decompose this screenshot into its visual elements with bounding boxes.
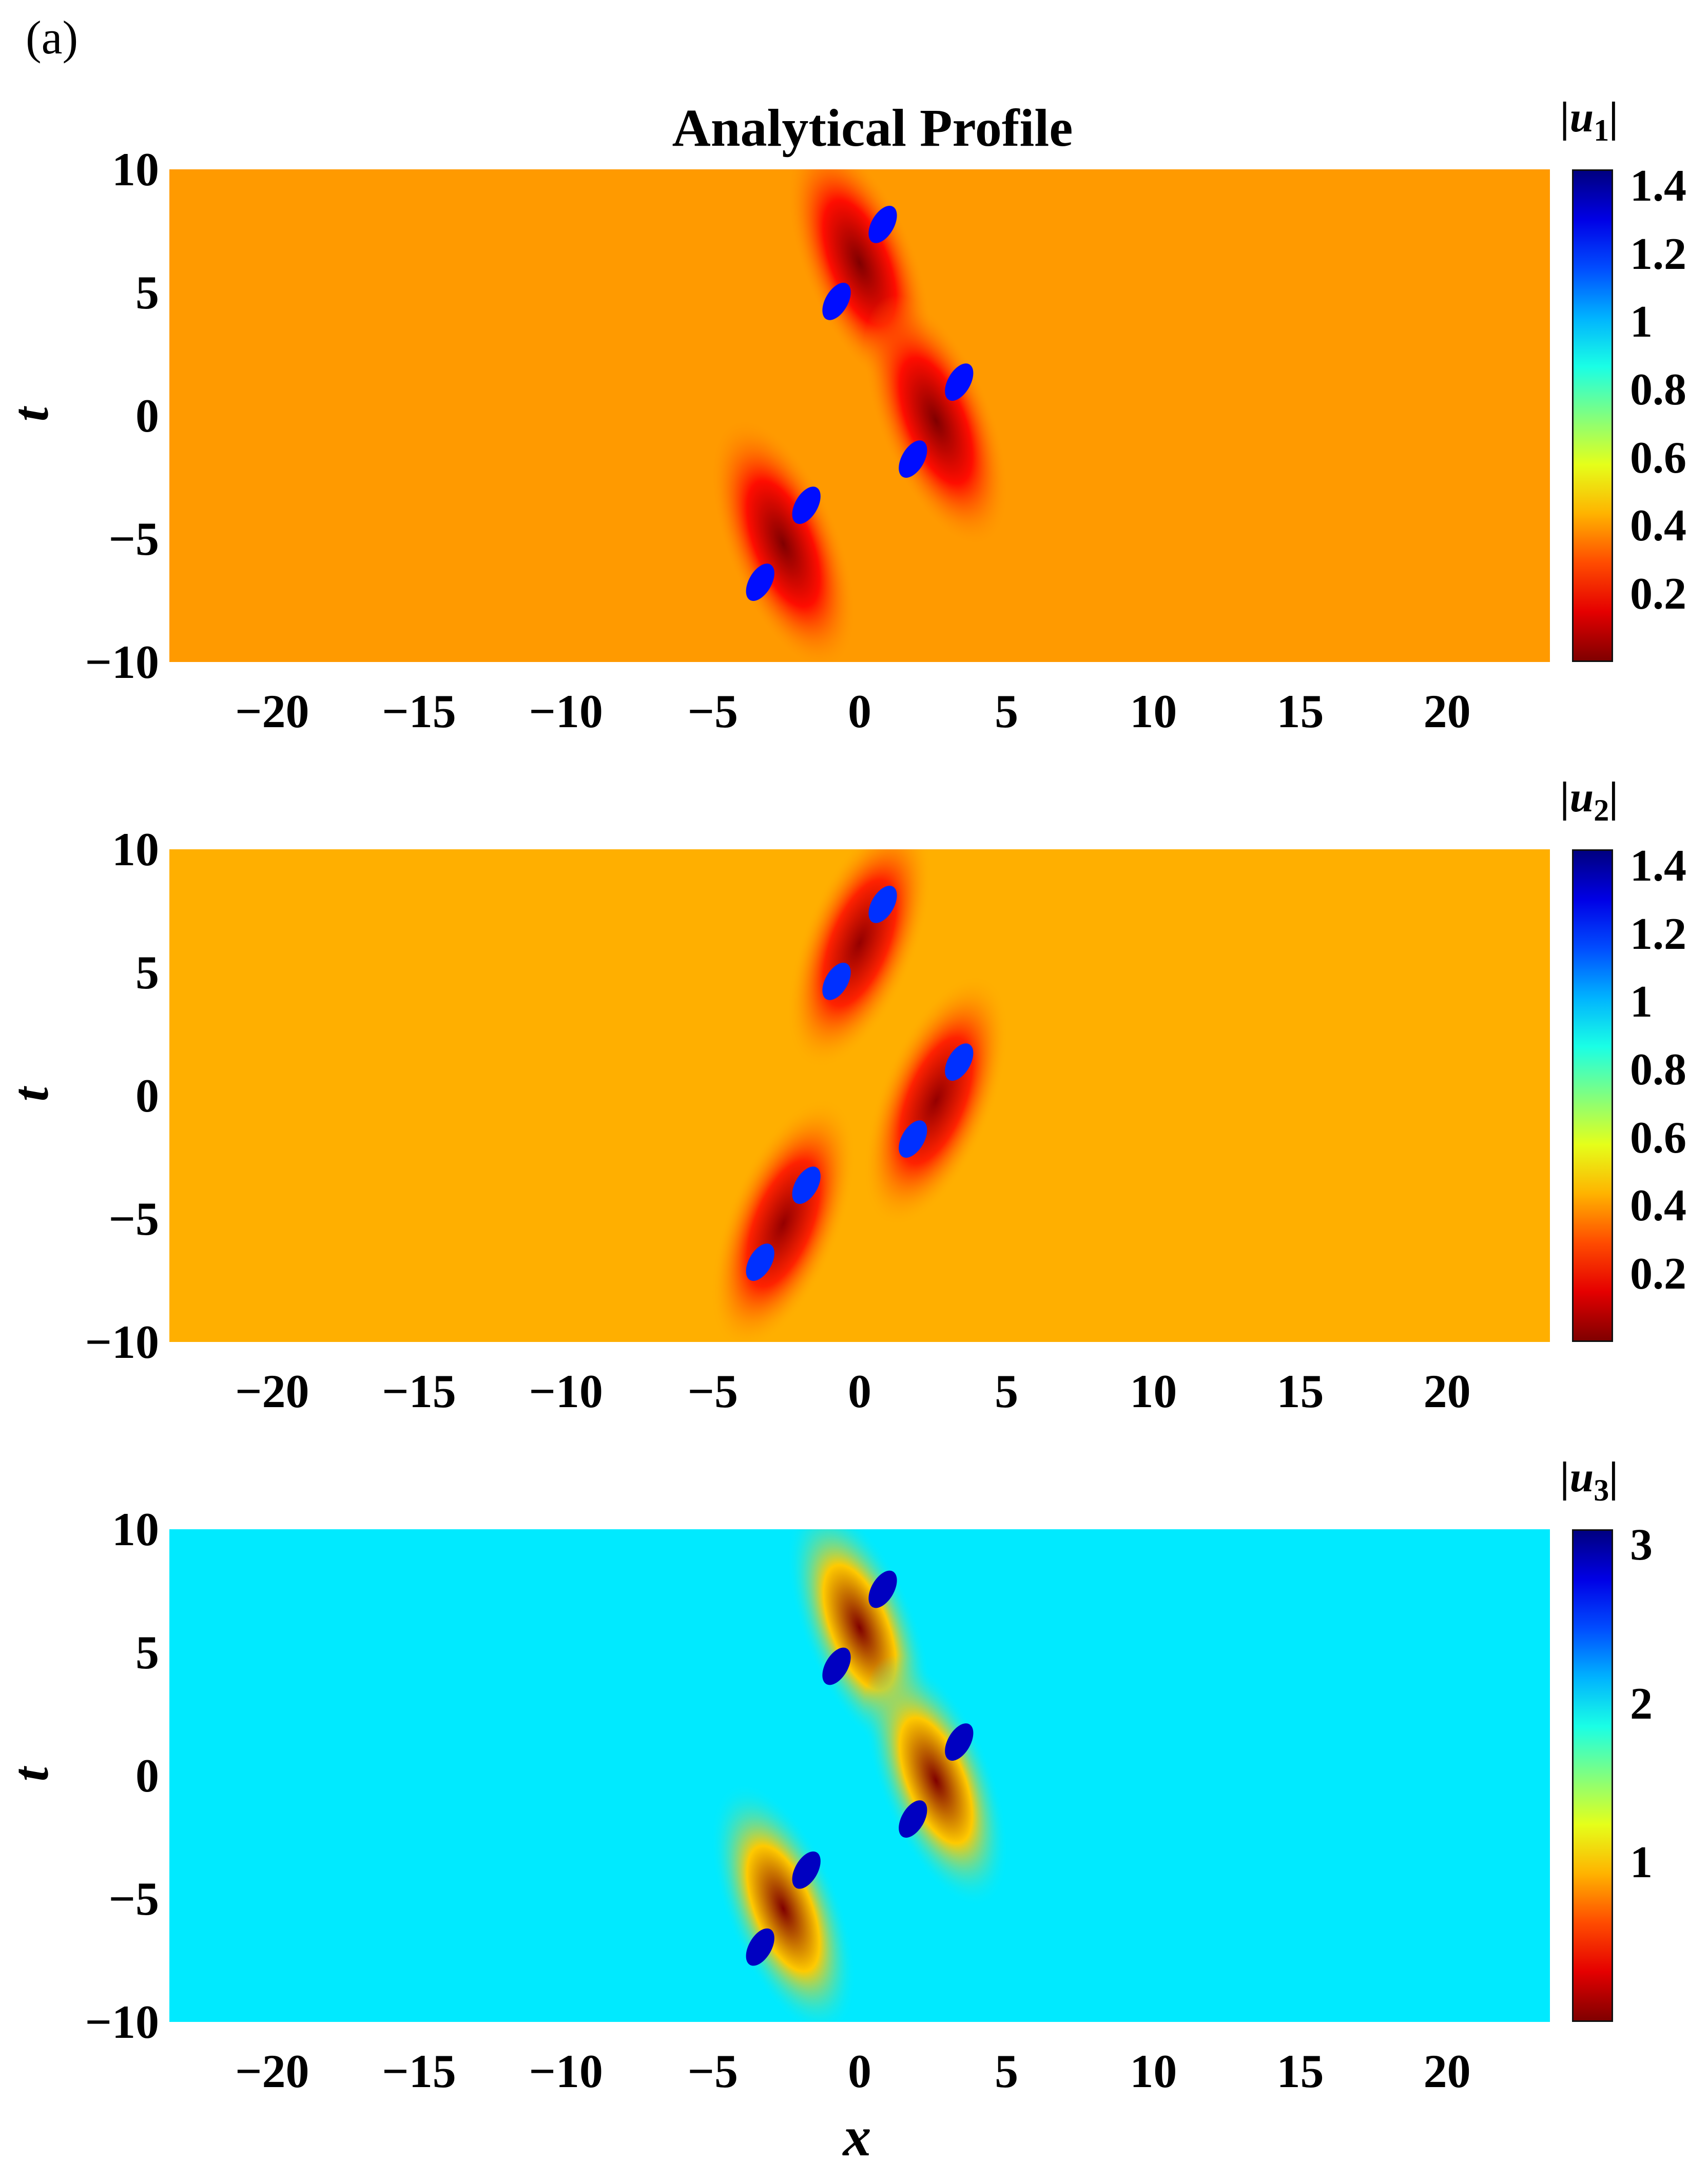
feature-dip <box>868 206 897 243</box>
colorbar-tick-label: 0.2 <box>1630 1249 1686 1299</box>
colorbar-tick-label: 0.6 <box>1630 1113 1686 1163</box>
feature-dip <box>746 1928 774 1966</box>
feature-peak <box>711 418 856 662</box>
feature-dip <box>899 1800 927 1838</box>
x-tick-label: −20 <box>235 1365 309 1417</box>
figure-title: Analytical Profile <box>672 99 1073 158</box>
feature-dip <box>945 1723 974 1761</box>
x-tick-label: −10 <box>529 1365 603 1417</box>
feature-peak <box>711 1098 856 1342</box>
x-tick-label: −15 <box>382 2045 456 2097</box>
y-tick-label: −10 <box>85 1996 159 2048</box>
x-tick-label: −10 <box>529 685 603 737</box>
feature-dip <box>822 283 851 320</box>
colorbar-tick-label: 0.8 <box>1630 365 1686 415</box>
y-tick-label: 5 <box>135 266 159 319</box>
feature-dip <box>792 1851 821 1889</box>
feature-dip <box>945 363 974 401</box>
x-tick-label: 20 <box>1423 2045 1471 2097</box>
y-tick-label: 10 <box>112 823 159 875</box>
y-axis-label: t <box>2 1087 59 1102</box>
x-tick-label: −20 <box>235 685 309 737</box>
feature-dip <box>792 486 821 524</box>
x-axis-label: x <box>843 2105 871 2168</box>
colorbar-tick-label: 1.4 <box>1630 161 1686 211</box>
y-axis-label: t <box>2 1767 59 1782</box>
feature-peak <box>787 849 933 1068</box>
x-tick-label: −15 <box>382 1365 456 1417</box>
colorbar-tick-label: 1.4 <box>1630 841 1686 891</box>
x-tick-label: −20 <box>235 2045 309 2097</box>
feature-dip <box>868 1570 897 1608</box>
colorbar-tick-label: 1.2 <box>1630 909 1686 959</box>
colorbar-tick-label: 3 <box>1630 1520 1653 1570</box>
x-tick-label: 5 <box>995 2045 1019 2097</box>
y-tick-label: 5 <box>135 946 159 999</box>
feature-peak <box>863 975 1008 1226</box>
heatmap-u3 <box>169 1529 1550 2022</box>
feature-dip <box>868 886 897 923</box>
heatmap-u1 <box>169 169 1550 662</box>
y-tick-label: −5 <box>108 1873 159 1925</box>
x-tick-label: 0 <box>848 1365 871 1417</box>
colorbar-tick-label: 1 <box>1630 1838 1653 1888</box>
x-tick-label: 0 <box>848 2045 871 2097</box>
x-tick-label: 5 <box>995 685 1019 737</box>
feature-dip <box>822 1647 851 1685</box>
colorbar-tick-label: 1.2 <box>1630 229 1686 279</box>
heatmap-u2 <box>169 849 1550 1342</box>
x-tick-label: 15 <box>1276 685 1324 737</box>
x-tick-label: 15 <box>1276 2045 1324 2097</box>
x-tick-label: 10 <box>1130 1365 1177 1417</box>
x-tick-label: 5 <box>995 1365 1019 1417</box>
y-tick-label: −5 <box>108 513 159 565</box>
x-tick-label: −5 <box>687 2045 739 2097</box>
x-tick-label: 20 <box>1423 685 1471 737</box>
feature-dip <box>822 963 851 1000</box>
colorbar-tick-label: 2 <box>1630 1679 1653 1729</box>
y-tick-label: 0 <box>135 1069 159 1122</box>
x-tick-label: 10 <box>1130 685 1177 737</box>
panel-tag: (a) <box>26 11 79 64</box>
y-tick-label: 5 <box>135 1626 159 1679</box>
x-tick-label: −15 <box>382 685 456 737</box>
feature-dip <box>899 440 927 478</box>
feature-dip <box>792 1166 821 1204</box>
feature-dip <box>746 1243 774 1281</box>
y-axis-label: t <box>2 407 59 422</box>
x-tick-label: 20 <box>1423 1365 1471 1417</box>
colorbar-tick-label: 0.2 <box>1630 569 1686 619</box>
colorbar-title: |u2| <box>1560 773 1619 827</box>
y-tick-label: 10 <box>112 1503 159 1555</box>
colorbar <box>1572 169 1613 662</box>
colorbar <box>1572 849 1613 1342</box>
feature-dip <box>899 1120 927 1158</box>
colorbar-title: |u1| <box>1560 93 1619 147</box>
feature-dip <box>945 1043 974 1081</box>
x-tick-label: −10 <box>529 2045 603 2097</box>
colorbar <box>1572 1529 1613 2022</box>
x-tick-label: −5 <box>687 685 739 737</box>
colorbar-title: |u3| <box>1560 1453 1619 1507</box>
feature-dip <box>746 563 774 601</box>
y-tick-label: 10 <box>112 143 159 196</box>
feature-peak <box>863 1655 1008 1906</box>
feature-peak <box>863 295 1008 547</box>
colorbar-tick-label: 1 <box>1630 297 1653 347</box>
colorbar-tick-label: 0.4 <box>1630 501 1686 551</box>
y-tick-label: 0 <box>135 1749 159 1802</box>
colorbar-tick-label: 0.4 <box>1630 1181 1686 1231</box>
colorbar-tick-label: 0.8 <box>1630 1045 1686 1095</box>
x-tick-label: 15 <box>1276 1365 1324 1417</box>
y-tick-label: 0 <box>135 390 159 442</box>
y-tick-label: −5 <box>108 1193 159 1245</box>
x-tick-label: 10 <box>1130 2045 1177 2097</box>
colorbar-tick-label: 1 <box>1630 977 1653 1027</box>
y-tick-label: −10 <box>85 1316 159 1368</box>
x-tick-label: −5 <box>687 1365 739 1417</box>
y-tick-label: −10 <box>85 636 159 688</box>
colorbar-tick-label: 0.6 <box>1630 433 1686 483</box>
feature-peak <box>711 1783 856 2022</box>
x-tick-label: 0 <box>848 685 871 737</box>
